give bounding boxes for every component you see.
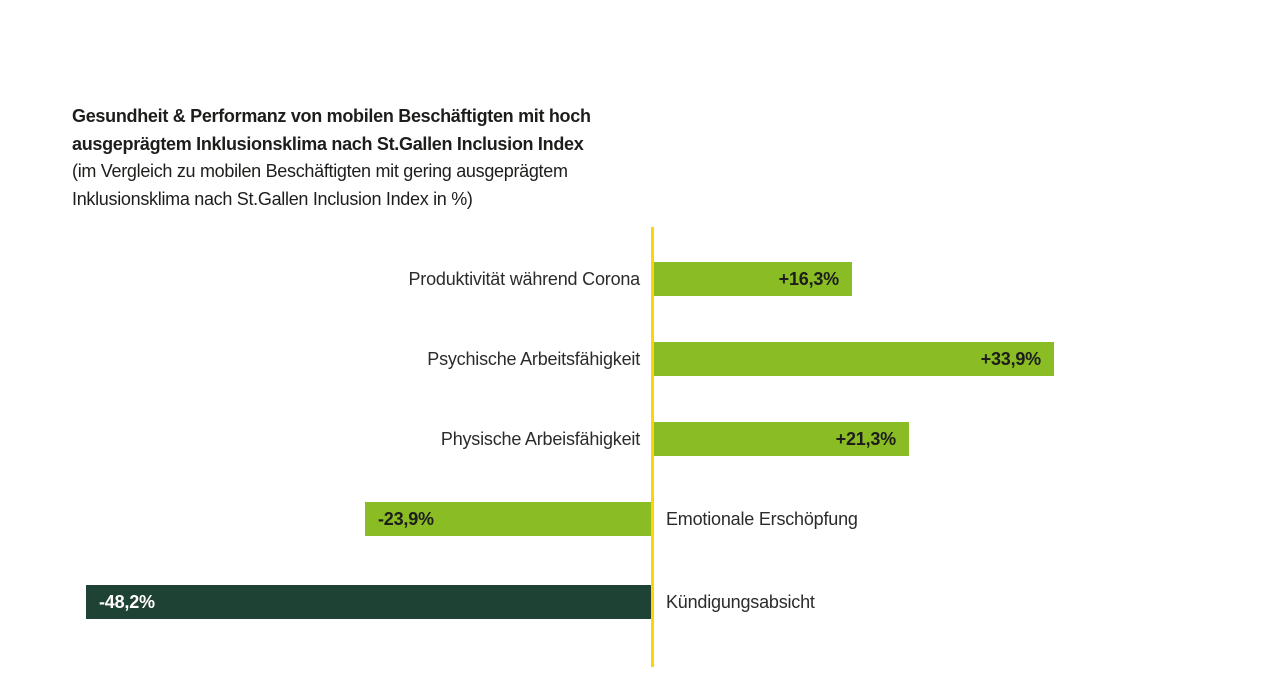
bar-psychische: +33,9% xyxy=(652,342,1054,376)
bar-row-physische: Physische Arbeisfähigkeit +21,3% xyxy=(0,422,1280,456)
bar-physische: +21,3% xyxy=(652,422,909,456)
chart-subtitle-line-1: (im Vergleich zu mobilen Beschäftigten m… xyxy=(72,161,568,181)
chart-subtitle-line-2: Inklusionsklima nach St.Gallen Inclusion… xyxy=(72,188,473,209)
bar-row-produktivitaet: Produktivität während Corona +16,3% xyxy=(0,262,1280,296)
chart-title-line-2: ausgeprägtem Inklusionsklima nach St.Gal… xyxy=(72,133,584,154)
bar-row-erschoepfung: Emotionale Erschöpfung -23,9% xyxy=(0,502,1280,536)
category-label: Physische Arbeisfähigkeit xyxy=(440,429,640,449)
bar-erschoepfung: -23,9% xyxy=(365,502,652,536)
chart-title-block: Gesundheit & Performanz von mobilen Besc… xyxy=(72,103,591,213)
bar-produktivitaet: +16,3% xyxy=(652,262,852,296)
category-label: Produktivität während Corona xyxy=(408,269,640,289)
value-label: +21,3% xyxy=(835,428,897,449)
value-label: +33,9% xyxy=(980,348,1042,369)
chart-title-line-1: Gesundheit & Performanz von mobilen Besc… xyxy=(72,106,591,126)
bar-row-psychische: Psychische Arbeitsfähigkeit +33,9% xyxy=(0,342,1280,376)
bar-kuendigung: -48,2% xyxy=(86,585,652,619)
zero-axis-line xyxy=(651,227,654,667)
value-label: -23,9% xyxy=(378,508,434,529)
category-label: Psychische Arbeitsfähigkeit xyxy=(427,349,640,369)
value-label: +16,3% xyxy=(778,268,840,289)
bar-row-kuendigung: Kündigungsabsicht -48,2% xyxy=(0,585,1280,619)
value-label: -48,2% xyxy=(99,591,155,612)
category-label: Emotionale Erschöpfung xyxy=(666,509,858,529)
category-label: Kündigungsabsicht xyxy=(666,592,815,612)
